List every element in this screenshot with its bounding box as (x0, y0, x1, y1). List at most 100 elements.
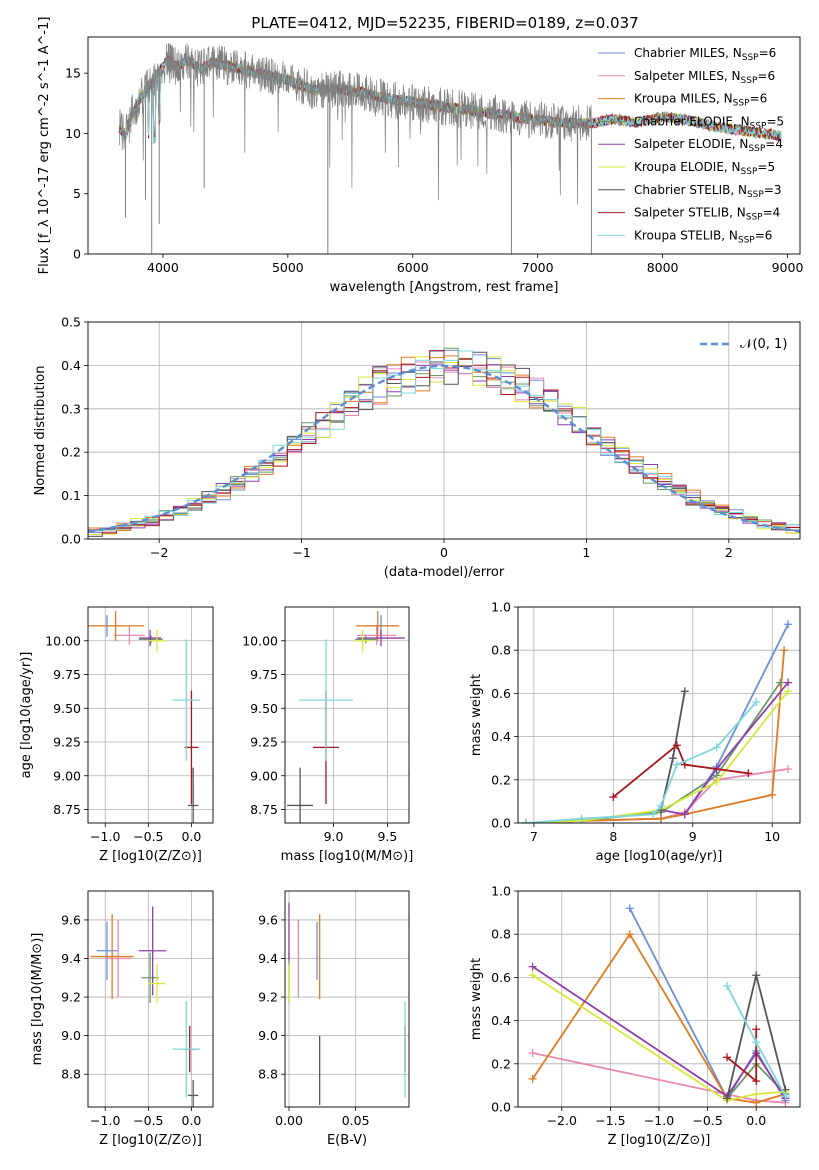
plot-area-mass_vs_Z (90, 906, 201, 1107)
y-tick-label: 1.0 (491, 600, 511, 615)
y-tick-label: 0.2 (491, 1056, 511, 1071)
legend-label: Kroupa MILES, NSSP=6 (634, 92, 767, 109)
error-point (141, 952, 159, 1003)
x-axis-label: Z [log10(Z/Z⊙)] (99, 1133, 202, 1148)
error-point (138, 635, 163, 644)
plus-marker (649, 810, 658, 819)
plus-marker (521, 819, 530, 823)
x-tick-label: 0.05 (342, 1113, 370, 1128)
x-tick-label: 9.0 (324, 829, 344, 844)
y-tick-label: 9.25 (250, 735, 278, 750)
y-tick-label: 8.8 (61, 1067, 81, 1082)
plus-marker (680, 687, 689, 696)
legend-value: =3 (764, 183, 782, 197)
axes-frame (87, 606, 214, 824)
y-tick-label: 9.4 (258, 951, 278, 966)
x-tick-label: 0.0 (182, 1113, 202, 1128)
x-tick-label: −1.0 (90, 1113, 120, 1128)
x-tick-label: −2 (150, 545, 168, 560)
plot-area-age_vs_mass (287, 611, 405, 823)
plus-marker (744, 769, 753, 778)
axes-frame (284, 606, 410, 824)
error-point (357, 625, 397, 645)
legend-label: Kroupa ELODIE, NSSP=5 (634, 160, 775, 177)
y-tick-label: 9.00 (53, 768, 81, 783)
error-point (138, 906, 167, 996)
x-tick-label: 9.5 (377, 829, 397, 844)
legend-subscript: SSP (748, 144, 765, 154)
plus-marker (656, 801, 665, 810)
legend-label: Chabrier STELIB, NSSP=3 (634, 183, 782, 200)
plus-marker (752, 698, 761, 707)
y-tick-label: 0.5 (61, 315, 81, 330)
error-point (88, 611, 145, 641)
x-tick-label: 5000 (272, 260, 304, 275)
y-tick-label: 9.0 (61, 1028, 81, 1043)
y-axis-label: age [log10(age/yr)] (19, 652, 34, 779)
x-tick-label: −1.0 (90, 829, 120, 844)
y-tick-label: 9.6 (258, 912, 278, 927)
y-tick-label: 9.0 (258, 1028, 278, 1043)
x-tick-label: −1.5 (595, 1113, 625, 1128)
y-tick-label: 0.8 (491, 927, 511, 942)
plus-marker (752, 1098, 761, 1107)
y-tick-label: 9.50 (53, 701, 81, 716)
plus-marker (752, 1077, 761, 1086)
error-point (90, 914, 134, 999)
legend-subscript: SSP (733, 99, 750, 109)
y-axis-label: Normed distribution (33, 366, 48, 496)
y-tick-label: 9.2 (61, 990, 81, 1005)
x-tick-label: −0.5 (133, 829, 163, 844)
error-point (172, 639, 201, 761)
plus-marker (625, 904, 634, 913)
legend-label: Salpeter MILES, NSSP=6 (634, 69, 775, 86)
error-point (355, 635, 377, 644)
y-tick-label: 9.4 (61, 951, 81, 966)
weight-line-chabrier-stelib (660, 691, 686, 811)
plus-marker (528, 1074, 537, 1083)
plus-marker (776, 678, 785, 687)
normal-curve (88, 364, 800, 533)
y-tick-label: 8.8 (258, 1067, 278, 1082)
panel-spectrum: 4000 5000 6000 7000 8000 9000 0 5 10 15 wavelength… (37, 17, 803, 295)
panel-age_vs_Z: −1.0 −0.5 0.0 8.75 9.00 9.25 9.50 9.75 10.00 Z [l… (19, 606, 214, 864)
x-tick-label: 10 (764, 829, 780, 844)
x-axis-label: Z [log10(Z/Z⊙)] (99, 849, 202, 864)
error-point (172, 1000, 201, 1098)
x-tick-label: 9000 (772, 260, 804, 275)
weight-line-salpeter-elodie (532, 965, 787, 1099)
figure-title: PLATE=0412, MJD=52235, FIBERID=0189, z=0… (251, 14, 638, 32)
x-tick-label: −0.5 (133, 1113, 163, 1128)
axes-frame (517, 890, 801, 1108)
y-tick-label: 0.6 (491, 970, 511, 985)
x-tick-label: 4000 (147, 260, 179, 275)
x-tick-label: 8 (609, 829, 617, 844)
legend-label: Salpeter ELODIE, NSSP=4 (634, 137, 783, 154)
weight-line-chabrier-miles (525, 623, 789, 823)
weight-line-kroupa-elodie (532, 974, 786, 1102)
axes-frame (87, 36, 801, 255)
x-tick-label: 7000 (522, 260, 554, 275)
histogram-kroupa-stelib (88, 350, 800, 533)
plus-marker (712, 777, 721, 786)
y-tick-label: 10 (65, 126, 81, 141)
y-tick-label: 0.0 (61, 532, 81, 547)
error-point (287, 767, 314, 823)
error-point (188, 767, 199, 823)
plot-area-weight_vs_age (521, 620, 793, 823)
x-tick-label: −1 (292, 545, 310, 560)
plus-marker (723, 1094, 732, 1103)
weight-line-salpeter-stelib (612, 743, 749, 798)
legend-subscript: SSP (746, 213, 763, 223)
y-axis-label: Flux [f_λ 10^-17 erg cm^-2 s^-1 A^-1] (37, 17, 52, 275)
axes-frame (87, 890, 214, 1108)
x-tick-label: 9 (689, 829, 697, 844)
y-tick-label: 8.75 (250, 802, 278, 817)
y-tick-label: 0.6 (491, 686, 511, 701)
histogram-salpeter-stelib (88, 350, 800, 534)
x-tick-label: −2.0 (547, 1113, 577, 1128)
y-tick-label: 0.4 (491, 729, 511, 744)
x-axis-label: E(B-V) (327, 1133, 367, 1148)
plus-marker (723, 982, 732, 991)
